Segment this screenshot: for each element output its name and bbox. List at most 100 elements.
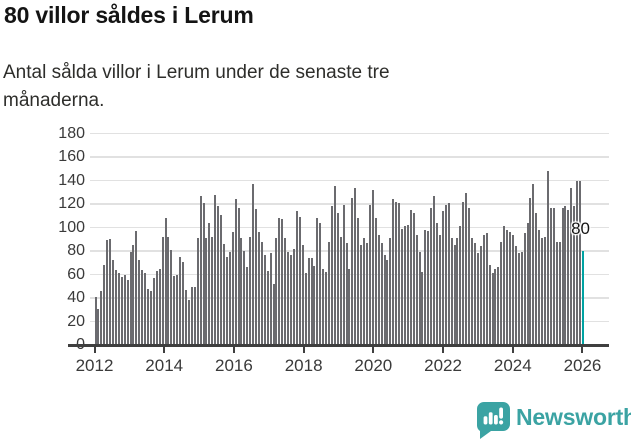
last-value-annotation: 80	[571, 219, 590, 238]
page-title: 80 villor såldes i Lerum	[4, 2, 254, 28]
bar	[500, 241, 503, 345]
bar	[441, 211, 444, 345]
bar	[401, 228, 404, 345]
y-axis-tick-label: 160	[58, 148, 85, 165]
bar	[100, 290, 103, 345]
chart-subtitle: Antal sålda villor i Lerum under de sena…	[3, 59, 543, 115]
bar	[517, 253, 520, 345]
x-axis-tick	[442, 346, 445, 353]
bar	[509, 232, 512, 345]
bar	[272, 283, 275, 345]
bar	[389, 238, 392, 345]
bar	[301, 245, 304, 345]
bar	[479, 246, 482, 345]
x-axis-tick	[302, 346, 305, 353]
bar	[436, 222, 439, 345]
bar	[170, 249, 173, 345]
bar	[132, 245, 135, 345]
bar	[433, 195, 436, 345]
bar	[287, 252, 290, 345]
bar	[558, 241, 561, 345]
bar	[190, 287, 193, 345]
bar	[363, 238, 366, 345]
gridline	[90, 250, 609, 252]
x-axis-tick	[581, 346, 584, 353]
bar	[222, 243, 225, 345]
y-axis-tick-label: 180	[58, 124, 85, 142]
bar	[298, 216, 301, 345]
bar	[255, 208, 258, 345]
x-axis-tick	[372, 346, 375, 353]
bar	[228, 252, 231, 345]
bar	[307, 258, 310, 345]
bar	[275, 238, 278, 345]
bar	[114, 269, 117, 345]
bar	[415, 234, 418, 345]
bar	[161, 236, 164, 345]
bar	[260, 241, 263, 345]
bar	[412, 213, 415, 345]
brand-name: Newsworthy	[516, 403, 631, 430]
brand-footer: Newsworthy	[476, 401, 631, 439]
y-axis-tick-label: 80	[67, 242, 85, 259]
bar	[211, 236, 214, 345]
bar	[155, 270, 158, 345]
bar	[158, 268, 161, 345]
bar	[532, 184, 535, 345]
bar	[325, 272, 328, 345]
bar	[506, 229, 509, 345]
bar	[456, 238, 459, 345]
y-axis-tick-label: 100	[58, 218, 85, 236]
bar	[520, 252, 523, 345]
x-axis-tick-label: 2012	[75, 356, 114, 375]
bar	[257, 232, 260, 345]
subtitle-line-1: Antal sålda villor i Lerum under de sena…	[3, 62, 390, 83]
bar	[144, 273, 147, 345]
bar	[266, 270, 269, 345]
subtitle-line-2: månaderna.	[3, 90, 105, 111]
bar	[383, 254, 386, 345]
bar	[503, 226, 506, 345]
bar	[365, 242, 368, 345]
bar	[421, 272, 424, 345]
bar	[392, 199, 395, 345]
bar	[117, 273, 120, 345]
bar	[465, 193, 468, 345]
bar	[214, 194, 217, 345]
bar	[152, 278, 155, 345]
bar	[234, 199, 237, 345]
bar	[447, 202, 450, 345]
bar	[488, 265, 491, 345]
x-axis-tick-label: 2020	[354, 356, 393, 375]
bar	[406, 225, 409, 345]
x-axis-tick	[93, 346, 96, 353]
bar	[491, 273, 494, 345]
bar	[135, 231, 138, 345]
bar	[579, 180, 582, 345]
bar	[112, 260, 114, 345]
bar	[462, 201, 465, 345]
bar	[109, 239, 112, 345]
y-axis-tick-label: 120	[58, 195, 85, 212]
bar	[295, 211, 298, 345]
bar	[263, 254, 266, 345]
bar	[473, 242, 476, 345]
bar	[450, 238, 453, 345]
bar	[196, 238, 199, 345]
gridline	[90, 226, 609, 229]
bar	[269, 253, 272, 345]
gridline	[90, 132, 609, 135]
bar	[403, 226, 406, 345]
bar	[444, 205, 447, 345]
bar	[546, 171, 549, 345]
bar	[281, 219, 284, 345]
bar	[182, 261, 185, 345]
bar	[561, 207, 564, 345]
bar	[497, 267, 500, 345]
bar	[535, 213, 538, 345]
bar	[541, 238, 544, 345]
bar	[555, 241, 558, 345]
bar	[453, 245, 456, 345]
bar	[514, 246, 517, 345]
